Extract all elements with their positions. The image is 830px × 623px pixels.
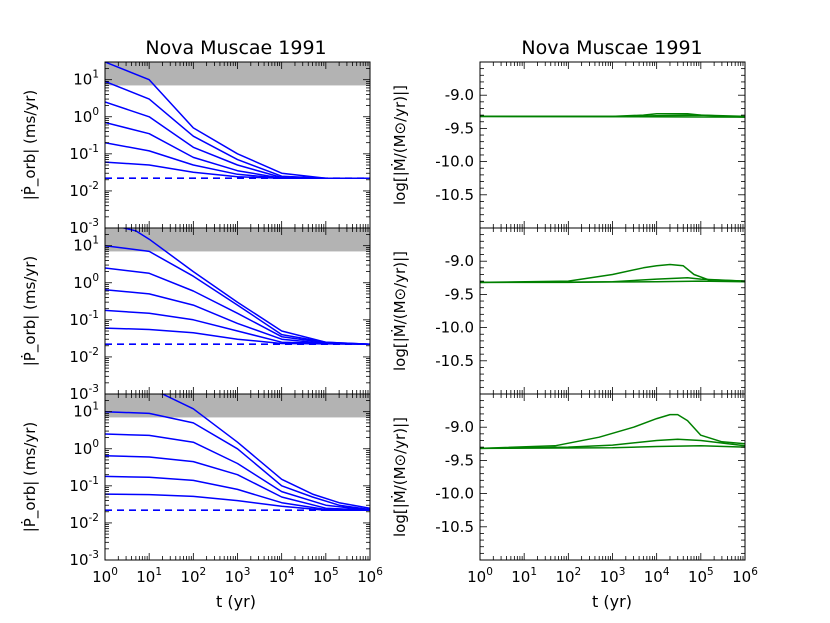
plot-area xyxy=(105,62,370,180)
x-tick-label: 102 xyxy=(555,566,581,586)
series-line-3 xyxy=(105,101,370,179)
y-axis-label: |Ṗ_orb| (ms/yr) xyxy=(20,256,40,367)
series-line-1 xyxy=(480,263,745,284)
x-tick-label: 101 xyxy=(136,566,162,586)
y-tick-label: 10-2 xyxy=(69,180,99,200)
y-tick-label: -9.5 xyxy=(445,285,474,303)
axes-frame xyxy=(479,393,746,561)
panel-pdot-top: 10-3 10-2 10-1 100 101 |Ṗ_orb| (ms/yr) xyxy=(20,61,371,237)
series-line-3 xyxy=(480,280,745,284)
x-tick-label: 105 xyxy=(313,566,339,586)
panel-pdot-middle: 10-3 10-2 10-1 100 101 |Ṗ_orb| (ms/yr) xyxy=(20,227,371,403)
axes-frame xyxy=(104,61,371,229)
y-tick-label: 10-1 xyxy=(69,309,99,329)
x-tick-label: 104 xyxy=(644,566,670,586)
x-tick-label: 100 xyxy=(92,566,118,586)
x-tick-label: 100 xyxy=(467,566,493,586)
series-line-1 xyxy=(480,413,745,450)
y-tick-label: 101 xyxy=(73,235,99,255)
shaded-band xyxy=(105,62,370,86)
plot-area xyxy=(480,263,745,284)
series-line-1 xyxy=(154,394,370,509)
left-x-axis-label: t (yr) xyxy=(216,592,256,611)
series-line-3 xyxy=(480,115,745,118)
panel-mdot-middle: -9.0 -9.5 -10.0 -10.5 log[|Ṁ/(M⊙/yr)|] xyxy=(390,227,746,395)
y-tick-label: 10-3 xyxy=(69,549,99,569)
y-tick-label: 100 xyxy=(73,106,99,126)
y-tick-label: -9.0 xyxy=(445,418,474,436)
y-tick-label: 100 xyxy=(73,438,99,458)
y-tick-label: 10-2 xyxy=(69,346,99,366)
x-tick-label: 101 xyxy=(511,566,537,586)
plot-area xyxy=(480,113,745,118)
y-tick-label: 10-1 xyxy=(69,475,99,495)
y-tick-label: -9.0 xyxy=(445,86,474,104)
axes-frame xyxy=(479,227,746,395)
y-tick-label: 100 xyxy=(73,272,99,292)
axes-frame xyxy=(479,61,746,229)
plot-area xyxy=(480,413,745,450)
series-line-2 xyxy=(480,438,745,450)
y-tick-label: -9.0 xyxy=(445,252,474,270)
axes-frame xyxy=(104,227,371,395)
y-axis-label: log[|Ṁ/(M⊙/yr)|] xyxy=(390,251,409,371)
series-line-6 xyxy=(105,493,370,511)
y-tick-label: 10-3 xyxy=(69,217,99,237)
x-tick-label: 103 xyxy=(225,566,251,586)
y-axis-label: |Ṗ_orb| (ms/yr) xyxy=(20,422,40,533)
shaded-band xyxy=(105,228,370,252)
series-line-6 xyxy=(105,161,370,179)
y-tick-label: -10.0 xyxy=(435,153,474,171)
y-tick-label: 10-2 xyxy=(69,512,99,532)
shaded-band xyxy=(105,394,370,418)
plot-area xyxy=(105,394,370,512)
x-tick-label: 104 xyxy=(269,566,295,586)
y-tick-label: 10-3 xyxy=(69,383,99,403)
series-line-6 xyxy=(105,327,370,345)
plot-area xyxy=(105,228,370,346)
series-line-4 xyxy=(105,454,370,511)
series-line-4 xyxy=(105,288,370,345)
y-tick-label: -9.5 xyxy=(445,451,474,469)
series-line-3 xyxy=(105,267,370,345)
y-tick-label: -10.5 xyxy=(435,518,474,536)
axes-frame xyxy=(104,393,371,561)
y-axis-label: |Ṗ_orb| (ms/yr) xyxy=(20,90,40,201)
x-tick-label: 103 xyxy=(600,566,626,586)
y-tick-label: -10.0 xyxy=(435,319,474,337)
x-tick-label: 106 xyxy=(732,566,758,586)
right-column-title: Nova Muscae 1991 xyxy=(521,37,702,59)
left-column-title: Nova Muscae 1991 xyxy=(145,37,326,59)
panel-pdot-bottom: 100 101 102 103 104 105 106 10-3 10-2 10-1 100 101 |… xyxy=(20,393,383,586)
y-tick-label: -10.5 xyxy=(435,186,474,204)
y-tick-label: -10.0 xyxy=(435,485,474,503)
series-line-3 xyxy=(105,433,370,511)
panel-mdot-top: -9.0 -9.5 -10.0 -10.5 log[|Ṁ/(M⊙/yr)|] xyxy=(390,61,746,229)
y-tick-label: 101 xyxy=(73,401,99,421)
y-tick-label: 10-1 xyxy=(69,143,99,163)
x-tick-label: 106 xyxy=(357,566,383,586)
y-axis-label: log[|Ṁ/(M⊙/yr)|] xyxy=(390,85,409,205)
y-axis-label: log[|Ṁ/(M⊙/yr)|] xyxy=(390,417,409,537)
x-tick-label: 105 xyxy=(688,566,714,586)
series-line-2 xyxy=(105,80,370,179)
x-tick-label: 102 xyxy=(180,566,206,586)
right-x-axis-label: t (yr) xyxy=(592,592,632,611)
panel-mdot-bottom: 100 101 102 103 104 105 106 -9.0 -9.5 -10.0 -10.5 l… xyxy=(390,393,758,586)
series-line-2 xyxy=(105,410,370,511)
series-line-5 xyxy=(105,141,370,179)
y-tick-label: 101 xyxy=(73,69,99,89)
y-tick-label: -9.5 xyxy=(445,119,474,137)
series-line-5 xyxy=(105,309,370,345)
series-line-3 xyxy=(480,445,745,450)
y-tick-label: -10.5 xyxy=(435,352,474,370)
